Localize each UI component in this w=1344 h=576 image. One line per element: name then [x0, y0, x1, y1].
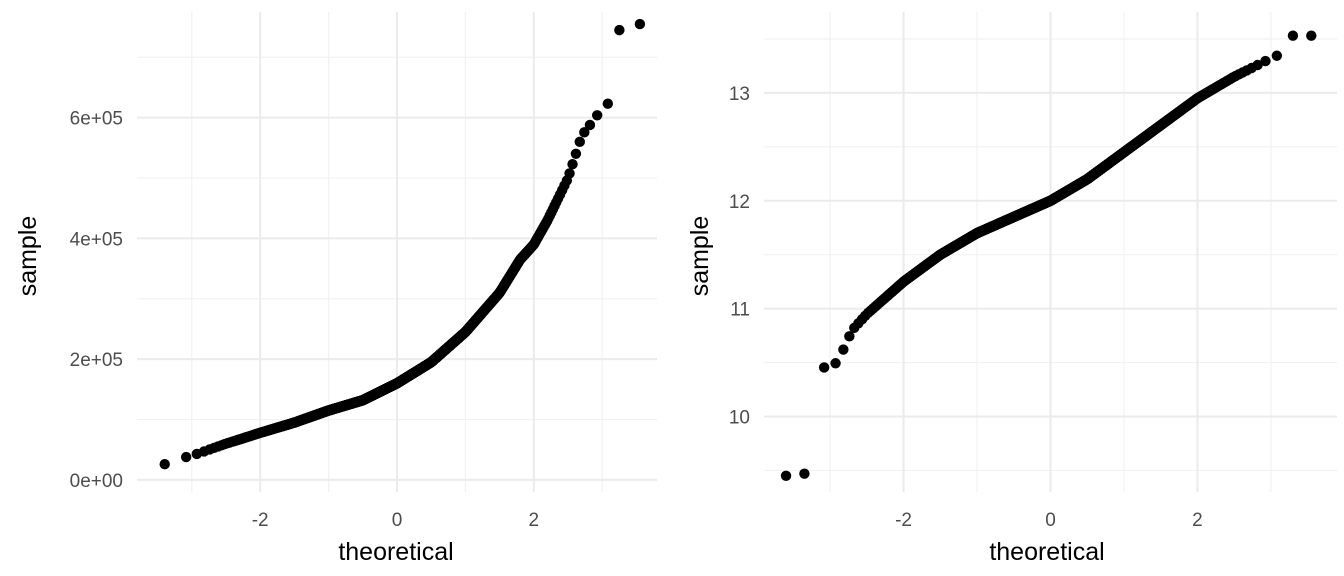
right-data-point: [1252, 59, 1263, 71]
left-y-tick-label: 0e+00: [70, 471, 123, 492]
right-data-point: [838, 344, 849, 355]
left-qq-panel: -2 0 2 0e+00 2e+05 4e+05 6e+05 theoretical sa…: [14, 12, 657, 566]
left-points: [159, 18, 646, 470]
left-x-tick-label: 0: [392, 510, 403, 531]
right-outlier-point: [799, 468, 810, 479]
left-grid: [137, 12, 657, 492]
right-data-point: [1260, 55, 1271, 67]
left-outlier-point: [634, 18, 646, 30]
left-x-tick-label: -2: [252, 510, 269, 531]
right-y-tick-label: 10: [729, 407, 750, 428]
right-x-tick-label: 2: [1192, 510, 1203, 531]
left-y-tick-label: 2e+05: [70, 350, 123, 371]
left-y-axis-title: sample: [14, 216, 42, 297]
left-x-axis-title: theoretical: [338, 538, 453, 566]
right-outlier-point: [1287, 30, 1299, 41]
right-y-tick-label: 13: [729, 84, 750, 105]
left-data-point: [574, 136, 585, 148]
right-data-point: [1271, 50, 1283, 61]
left-x-tick-labels: -2 0 2: [252, 510, 539, 531]
right-y-axis-title: sample: [686, 216, 714, 297]
left-x-tick-label: 2: [529, 510, 540, 531]
right-y-tick-labels: 10 11 12 13: [729, 84, 750, 429]
left-data-point: [570, 148, 582, 159]
right-y-tick-label: 11: [730, 300, 750, 321]
right-grid: [764, 12, 1337, 492]
left-data-point: [602, 98, 614, 109]
left-y-tick-label: 4e+05: [70, 229, 123, 250]
right-data-point: [844, 331, 855, 342]
left-data-point: [591, 110, 603, 121]
right-data-point: [830, 358, 841, 369]
left-data-point: [564, 168, 575, 179]
right-x-tick-label: -2: [895, 510, 912, 531]
right-qq-panel: -2 0 2 10 11 12 13 theoretical sample: [686, 12, 1337, 566]
right-x-tick-label: 0: [1045, 510, 1056, 531]
left-outlier-point: [614, 24, 625, 36]
left-data-point: [567, 158, 578, 170]
right-outlier-point: [1306, 30, 1317, 41]
right-data-point: [818, 362, 830, 373]
left-y-tick-label: 6e+05: [70, 109, 123, 130]
left-y-tick-labels: 0e+00 2e+05 4e+05 6e+05: [70, 109, 123, 492]
right-points: [780, 30, 1317, 482]
right-x-tick-labels: -2 0 2: [895, 510, 1203, 531]
left-data-point: [584, 119, 596, 131]
left-data-point: [180, 451, 192, 463]
right-outlier-point: [780, 470, 792, 482]
right-y-tick-label: 12: [729, 192, 750, 213]
left-data-point: [579, 127, 590, 138]
right-x-axis-title: theoretical: [989, 538, 1104, 566]
left-data-point: [159, 459, 170, 470]
